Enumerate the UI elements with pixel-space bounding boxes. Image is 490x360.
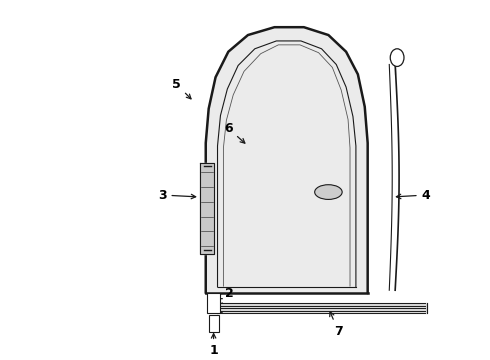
Polygon shape bbox=[200, 163, 214, 254]
FancyBboxPatch shape bbox=[207, 293, 220, 313]
Polygon shape bbox=[217, 303, 427, 313]
Text: 7: 7 bbox=[330, 312, 343, 338]
Text: 1: 1 bbox=[209, 334, 218, 357]
Text: 2: 2 bbox=[218, 287, 234, 300]
Text: 3: 3 bbox=[158, 189, 196, 202]
Ellipse shape bbox=[315, 185, 342, 199]
Ellipse shape bbox=[390, 49, 404, 67]
FancyBboxPatch shape bbox=[209, 315, 219, 332]
Text: 5: 5 bbox=[172, 78, 191, 99]
Polygon shape bbox=[206, 27, 368, 293]
Text: 4: 4 bbox=[396, 189, 430, 202]
Text: 6: 6 bbox=[224, 122, 245, 143]
